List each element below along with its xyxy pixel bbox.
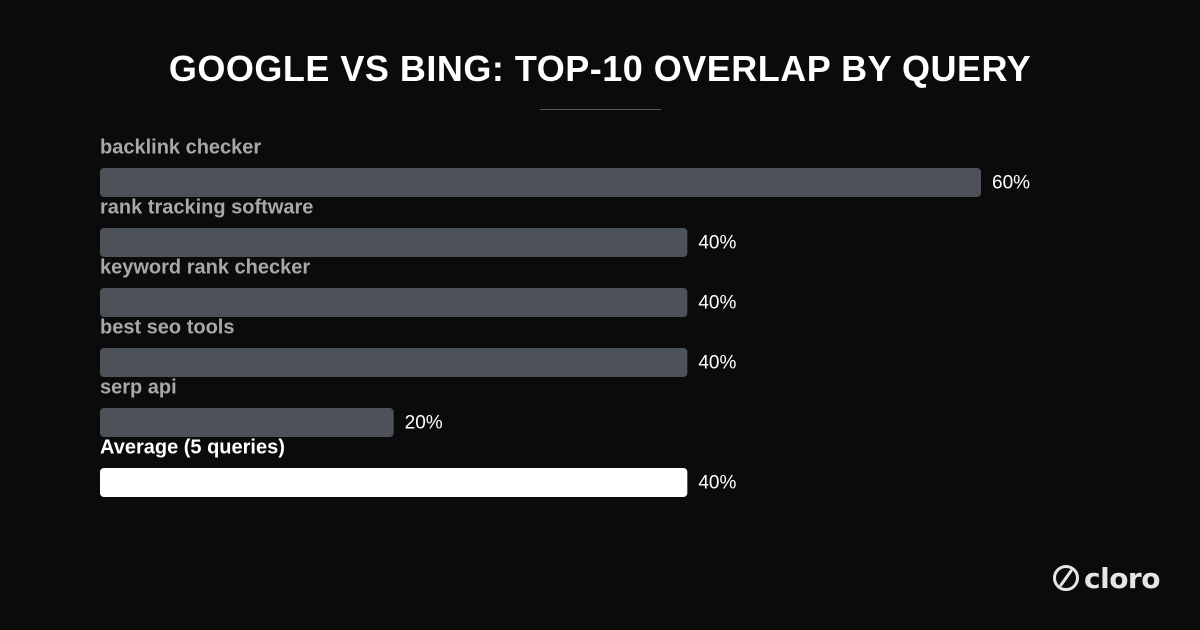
category-label: serp api [100, 376, 177, 398]
chart-title: GOOGLE VS BING: TOP-10 OVERLAP BY QUERY [168, 48, 1032, 89]
cloro-circle-slash-icon [1053, 565, 1079, 591]
value-label: 20% [405, 413, 443, 434]
query-bar [100, 228, 688, 257]
value-label: 60% [992, 173, 1030, 194]
logo-text: cloro [1084, 561, 1160, 595]
value-label: 40% [698, 473, 736, 494]
average-category-label: Average (5 queries) [100, 436, 285, 458]
query-bar [100, 168, 981, 197]
query-bar [100, 408, 394, 437]
cloro-logo: cloro [1052, 561, 1160, 595]
title-divider [540, 109, 661, 110]
category-label: keyword rank checker [100, 256, 310, 278]
average-bar [100, 468, 688, 497]
category-label: rank tracking software [100, 196, 313, 218]
category-label: backlink checker [100, 136, 261, 158]
value-label: 40% [698, 233, 736, 254]
category-label: best seo tools [100, 316, 234, 338]
value-label: 40% [698, 293, 736, 314]
value-label: 40% [698, 353, 736, 374]
query-bar [100, 348, 688, 377]
query-bar [100, 288, 688, 317]
